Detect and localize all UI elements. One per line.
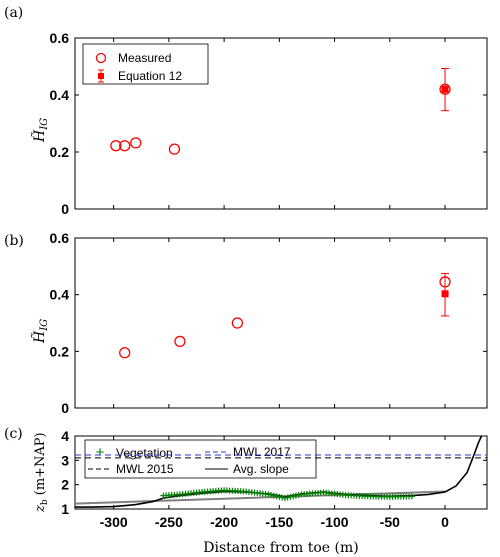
- vegetation-marker: [276, 493, 283, 500]
- x-tick-label: -100: [321, 514, 349, 530]
- vegetation-marker: [270, 492, 277, 499]
- legend-label-vegetation: Vegetation: [116, 446, 173, 460]
- panel-c-plot: [75, 436, 487, 508]
- x-tick-label: -300: [100, 514, 128, 530]
- legend-c: + Vegetation MWL 2017 MWL 2015 Avg. slop…: [84, 439, 317, 479]
- vegetation-marker: [290, 493, 297, 500]
- legend-label-measured: Measured: [118, 51, 171, 65]
- y-tick-label: 4: [61, 428, 69, 444]
- measured-point: [110, 140, 122, 152]
- y-tick-label: 1: [61, 501, 69, 517]
- ylabel-a: H̃IG: [30, 118, 50, 143]
- legend-marker-equation12: [98, 73, 104, 79]
- legend-marker-vegetation: +: [96, 444, 105, 461]
- y-tick-label: 3: [61, 452, 69, 468]
- legend-a: Measured Equation 12: [82, 43, 209, 85]
- vegetation-marker: [273, 493, 280, 500]
- xlabel: Distance from toe (m): [203, 540, 358, 556]
- avg-slope-line: [75, 490, 446, 505]
- legend-label-equation12: Equation 12: [118, 69, 182, 83]
- y-tick-label: 0.4: [50, 87, 70, 103]
- panel-c-frame: [74, 435, 488, 510]
- vegetation-marker: [408, 493, 415, 500]
- x-tick-label: 0: [441, 514, 449, 530]
- vegetation-marker: [287, 493, 294, 500]
- legend-label-mwl2017: MWL 2017: [233, 445, 291, 459]
- y-tick-label: 0: [61, 400, 69, 416]
- ylabel-c: zb (m+NAP): [33, 432, 50, 513]
- y-tick-label: 0.6: [50, 230, 70, 246]
- panel-label-b: (b): [4, 233, 24, 249]
- measured-point: [119, 347, 131, 359]
- measured-point: [174, 335, 186, 348]
- vegetation-marker: [279, 494, 286, 501]
- legend-label-avgslope: Avg. slope: [233, 462, 289, 476]
- x-tick-label: -200: [210, 514, 238, 530]
- panel-b-frame: [74, 237, 488, 409]
- measured-point: [231, 317, 244, 329]
- measured-point: [168, 143, 181, 155]
- x-tick-label: -50: [380, 514, 400, 530]
- vegetation-marker: [268, 492, 275, 499]
- y-tick-label: 0.2: [50, 144, 70, 160]
- equation12-point: [441, 290, 449, 298]
- panel-label-a: (a): [4, 5, 23, 21]
- y-tick-label: 0: [61, 201, 69, 217]
- vegetation-marker: [265, 491, 272, 498]
- y-tick-label: 0.6: [50, 30, 70, 46]
- y-tick-label: 0.2: [50, 343, 70, 359]
- y-tick-label: 2: [61, 477, 69, 493]
- equation12-point: [441, 85, 449, 93]
- y-tick-label: 0.4: [50, 287, 70, 303]
- vegetation-marker: [284, 494, 291, 501]
- legend-label-mwl2015: MWL 2015: [116, 462, 174, 476]
- vegetation-marker: [281, 495, 288, 502]
- legend-marker-measured: [95, 52, 107, 64]
- vegetation-marker: [292, 492, 299, 499]
- vegetation-marker: [295, 492, 302, 499]
- panel-a-frame: [74, 37, 488, 210]
- measured-point: [130, 137, 142, 149]
- x-tick-label: -150: [265, 514, 293, 530]
- panel-label-c: (c): [4, 426, 23, 442]
- x-tick-label: -250: [155, 514, 183, 530]
- ylabel-b: H̃IG: [30, 319, 50, 344]
- measured-point: [119, 140, 131, 152]
